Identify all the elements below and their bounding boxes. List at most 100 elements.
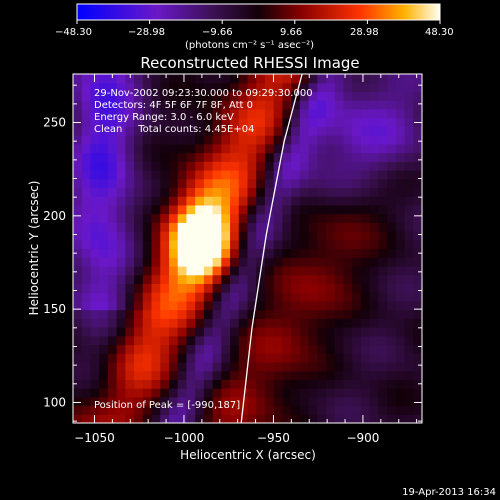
heatmap-cell xyxy=(195,74,205,84)
heatmap-cell xyxy=(334,292,345,302)
heatmap-cell xyxy=(230,327,240,337)
heatmap-cell xyxy=(273,396,283,407)
heatmap-cell xyxy=(282,327,292,337)
heatmap-cell xyxy=(134,327,144,337)
heatmap-cell xyxy=(256,396,266,407)
heatmap-cell xyxy=(160,100,170,110)
heatmap-cell xyxy=(413,283,422,293)
heatmap-cell xyxy=(282,300,292,311)
heatmap-cell xyxy=(81,108,92,119)
heatmap-cell xyxy=(247,239,257,250)
heatmap-cell xyxy=(99,370,109,380)
heatmap-cell xyxy=(142,187,153,197)
heatmap-cell xyxy=(360,152,371,162)
heatmap-cell xyxy=(256,82,266,93)
heatmap-cell xyxy=(151,178,161,189)
heatmap-cell xyxy=(99,327,109,337)
heatmap-cell xyxy=(282,74,292,84)
heatmap-cell xyxy=(360,405,371,415)
heatmap-cell xyxy=(334,152,345,162)
heatmap-cell xyxy=(299,292,310,302)
heatmap-cell xyxy=(195,169,205,180)
heatmap-cell xyxy=(186,91,196,101)
heatmap-cell xyxy=(404,135,414,145)
heatmap-cell xyxy=(186,161,196,171)
heatmap-cell xyxy=(291,248,301,258)
heatmap-cell xyxy=(90,239,100,250)
heatmap-cell xyxy=(343,169,353,180)
heatmap-cell xyxy=(404,379,414,389)
heatmap-cell xyxy=(125,117,135,127)
y-axis-label: Heliocentric Y (arcsec) xyxy=(27,181,41,316)
heatmap-cell xyxy=(238,161,249,171)
heatmap-cell xyxy=(256,327,266,337)
heatmap-cell xyxy=(116,257,126,267)
heatmap-cell xyxy=(369,239,379,250)
heatmap-cell xyxy=(125,274,135,284)
heatmap-cell xyxy=(308,178,318,189)
heatmap-cell xyxy=(238,283,249,293)
heatmap-cell xyxy=(360,283,371,293)
heatmap-cell xyxy=(230,187,240,197)
heatmap-cell xyxy=(160,196,170,206)
heatmap-cell xyxy=(212,283,222,293)
heatmap-cell xyxy=(395,396,406,407)
heatmap-cell xyxy=(195,257,205,267)
heatmap-cell xyxy=(308,370,318,380)
heatmap-cell xyxy=(334,135,345,145)
colorbar-tick-label-0: −48.30 xyxy=(55,27,92,38)
heatmap-cell xyxy=(125,292,135,302)
heatmap-cell xyxy=(151,283,161,293)
heatmap-cell xyxy=(264,344,275,354)
heatmap-cell xyxy=(369,74,379,84)
heatmap-cell xyxy=(107,405,118,415)
heatmap-cell xyxy=(404,91,414,101)
heatmap-cell xyxy=(404,248,414,258)
heatmap-cell xyxy=(168,213,179,223)
heatmap-cell xyxy=(107,361,118,372)
heatmap-cell xyxy=(395,204,406,215)
heatmap-cell xyxy=(212,292,222,302)
heatmap-cell xyxy=(212,388,222,398)
heatmap-cell xyxy=(151,135,161,145)
heatmap-cell xyxy=(212,91,222,101)
heatmap-cell xyxy=(334,379,345,389)
heatmap-cell xyxy=(326,239,336,250)
heatmap-cell xyxy=(186,257,196,267)
heatmap-cell xyxy=(107,396,118,407)
heatmap-cell xyxy=(195,283,205,293)
heatmap-cell xyxy=(116,335,126,346)
heatmap-cell xyxy=(73,309,83,319)
heatmap-cell xyxy=(343,248,353,258)
heatmap-cell xyxy=(90,82,100,93)
heatmap-cell xyxy=(334,100,345,110)
heatmap-cell xyxy=(107,126,118,136)
heatmap-cell xyxy=(168,396,179,407)
heatmap-cell xyxy=(282,388,292,398)
heatmap-cell xyxy=(186,361,196,372)
heatmap-cell xyxy=(125,405,135,415)
heatmap-cell xyxy=(387,283,397,293)
heatmap-cell xyxy=(308,327,318,337)
heatmap-cell xyxy=(369,292,379,302)
heatmap-cell xyxy=(395,100,406,110)
heatmap-cell xyxy=(212,248,222,258)
heatmap-cell xyxy=(230,152,240,162)
heatmap-cell xyxy=(125,187,135,197)
heatmap-cell xyxy=(116,361,126,372)
heatmap-cell xyxy=(160,300,170,311)
heatmap-cell xyxy=(151,396,161,407)
heatmap-cell xyxy=(221,379,231,389)
heatmap-cell xyxy=(160,213,170,223)
colorbar-tick-label-3: 9.66 xyxy=(280,27,302,38)
heatmap-cell xyxy=(308,91,318,101)
heatmap-cell xyxy=(238,309,249,319)
heatmap-cell xyxy=(142,135,153,145)
heatmap-cell xyxy=(413,274,422,284)
heatmap-cell xyxy=(247,274,257,284)
heatmap-cell xyxy=(360,292,371,302)
heatmap-cell xyxy=(116,388,126,398)
heatmap-cell xyxy=(317,126,327,136)
heatmap-cell xyxy=(177,74,188,84)
heatmap-cell xyxy=(221,126,231,136)
